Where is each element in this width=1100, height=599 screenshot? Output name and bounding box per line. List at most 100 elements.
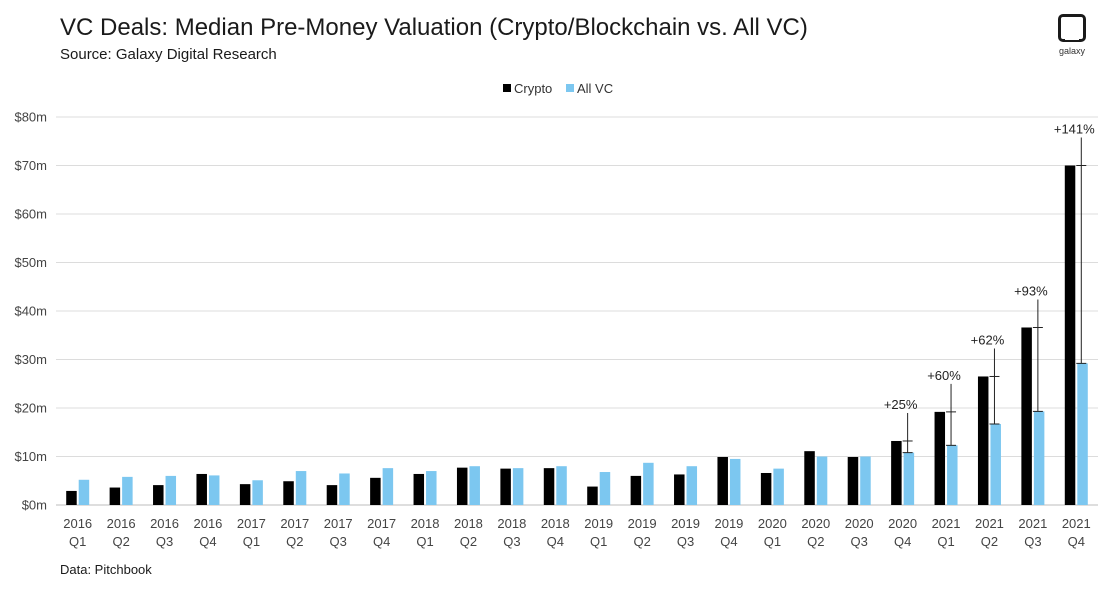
x-tick-year: 2019 — [628, 516, 657, 531]
data-source-note: Data: Pitchbook — [60, 562, 152, 577]
bar-crypto — [196, 473, 207, 505]
x-tick-quarter: Q1 — [590, 534, 607, 549]
bar-allvc — [1033, 411, 1045, 505]
x-tick-quarter: Q2 — [286, 534, 303, 549]
x-tick-year: 2018 — [454, 516, 483, 531]
y-tick-label: $70m — [14, 158, 47, 173]
bar-allvc — [426, 471, 437, 505]
x-tick-quarter: Q2 — [460, 534, 477, 549]
x-tick-year: 2020 — [758, 516, 787, 531]
x-tick-quarter: Q3 — [503, 534, 520, 549]
legend-label-crypto: Crypto — [514, 81, 552, 96]
x-tick-quarter: Q4 — [373, 534, 390, 549]
bar-crypto — [630, 475, 642, 505]
x-tick-year: 2020 — [801, 516, 830, 531]
bar-allvc — [773, 468, 784, 505]
bar-allvc — [469, 466, 480, 505]
x-tick-year: 2016 — [193, 516, 222, 531]
y-tick-label: $30m — [14, 352, 47, 367]
bar-crypto — [760, 472, 772, 505]
chart-subtitle: Source: Galaxy Digital Research — [60, 46, 277, 63]
bar-allvc — [1077, 363, 1088, 505]
x-tick-quarter: Q4 — [547, 534, 564, 549]
x-tick-quarter: Q2 — [981, 534, 998, 549]
y-tick-label: $20m — [14, 401, 47, 416]
bar-crypto — [239, 484, 251, 505]
x-tick-year: 2016 — [150, 516, 179, 531]
bar-allvc — [643, 462, 654, 505]
annotation-label: +25% — [884, 397, 918, 412]
galaxy-logo-icon — [1058, 14, 1086, 42]
x-tick-quarter: Q1 — [937, 534, 954, 549]
bar-allvc — [816, 456, 828, 505]
x-tick-quarter: Q3 — [1024, 534, 1041, 549]
x-tick-quarter: Q3 — [156, 534, 173, 549]
x-tick-quarter: Q4 — [1068, 534, 1085, 549]
bar-crypto — [543, 468, 555, 505]
x-tick-year: 2017 — [367, 516, 396, 531]
y-tick-label: $80m — [14, 110, 47, 125]
bar-allvc — [252, 480, 263, 505]
y-tick-label: $0m — [22, 498, 47, 513]
x-tick-year: 2016 — [107, 516, 136, 531]
bar-allvc — [686, 466, 698, 505]
x-tick-year: 2020 — [845, 516, 874, 531]
galaxy-logo: galaxy — [1057, 14, 1087, 62]
bar-allvc — [382, 468, 394, 505]
y-tick-label: $40m — [14, 304, 47, 319]
x-tick-year: 2019 — [671, 516, 700, 531]
bar-crypto — [500, 468, 511, 505]
bar-crypto — [109, 487, 121, 505]
bar-allvc — [295, 471, 307, 505]
chart-title: VC Deals: Median Pre-Money Valuation (Cr… — [60, 14, 808, 41]
bar-crypto — [66, 490, 77, 505]
bar-crypto — [934, 411, 946, 505]
annotation-label: +93% — [1014, 283, 1048, 298]
bar-crypto — [370, 477, 381, 505]
bar-allvc — [903, 452, 915, 505]
x-tick-year: 2018 — [411, 516, 440, 531]
bar-crypto — [413, 473, 425, 505]
bar-crypto — [1021, 327, 1032, 505]
x-tick-year: 2016 — [63, 516, 92, 531]
bar-crypto — [326, 485, 338, 505]
bar-crypto — [891, 440, 902, 505]
bar-crypto — [587, 486, 598, 505]
legend-label-allvc: All VC — [577, 81, 613, 96]
x-tick-year: 2018 — [497, 516, 526, 531]
x-tick-quarter: Q1 — [416, 534, 433, 549]
x-tick-year: 2019 — [584, 516, 613, 531]
x-tick-year: 2017 — [280, 516, 309, 531]
bar-crypto — [717, 456, 728, 505]
bar-allvc — [122, 476, 133, 505]
annotation-label: +60% — [927, 368, 961, 383]
annotation-label: +141% — [1054, 122, 1095, 137]
x-tick-year: 2021 — [1062, 516, 1091, 531]
x-tick-quarter: Q2 — [807, 534, 824, 549]
x-tick-quarter: Q4 — [894, 534, 911, 549]
x-tick-quarter: Q2 — [633, 534, 650, 549]
bar-allvc — [599, 472, 611, 505]
bar-crypto — [1064, 165, 1076, 505]
x-tick-quarter: Q3 — [677, 534, 694, 549]
y-tick-label: $60m — [14, 207, 47, 222]
x-tick-year: 2021 — [932, 516, 961, 531]
bar-crypto — [804, 451, 815, 505]
bar-allvc — [990, 424, 1001, 505]
x-tick-year: 2021 — [1018, 516, 1047, 531]
bar-allvc — [729, 458, 741, 505]
y-tick-label: $50m — [14, 255, 47, 270]
bar-allvc — [78, 479, 90, 505]
annotation-label: +62% — [971, 332, 1005, 347]
bar-allvc — [208, 475, 220, 505]
x-tick-quarter: Q3 — [851, 534, 868, 549]
x-tick-year: 2017 — [237, 516, 266, 531]
x-tick-quarter: Q2 — [112, 534, 129, 549]
x-tick-year: 2020 — [888, 516, 917, 531]
bar-allvc — [165, 475, 177, 505]
bar-crypto — [456, 467, 468, 505]
x-tick-quarter: Q1 — [69, 534, 86, 549]
x-tick-year: 2019 — [714, 516, 743, 531]
legend-swatch-crypto — [503, 84, 511, 92]
